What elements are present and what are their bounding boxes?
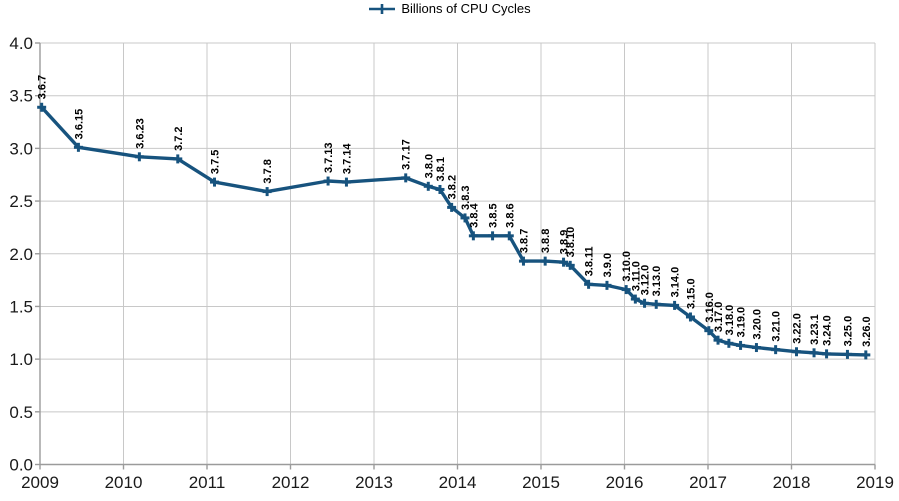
data-point-label: 3.9.0 xyxy=(602,253,614,277)
data-point-label: 3.8.4 xyxy=(468,202,480,227)
data-point-label: 3.16.0 xyxy=(704,292,716,323)
data-point-label: 3.8.0 xyxy=(423,154,435,178)
chart-legend: Billions of CPU Cycles xyxy=(0,2,899,16)
data-point-label: 3.6.15 xyxy=(73,109,85,140)
data-point-label: 3.25.0 xyxy=(842,316,854,347)
y-axis-tick-label: 1.5 xyxy=(9,297,33,316)
data-point-label: 3.20.0 xyxy=(751,309,763,340)
x-axis-tick-label: 2017 xyxy=(689,473,727,492)
data-point-label: 3.8.5 xyxy=(488,203,500,227)
x-axis-tick-label: 2018 xyxy=(773,473,811,492)
x-axis-tick-label: 2010 xyxy=(105,473,143,492)
legend-label: Billions of CPU Cycles xyxy=(401,1,531,16)
data-point-label: 3.23.1 xyxy=(809,314,821,345)
data-point-label: 3.17.0 xyxy=(713,302,725,333)
data-point-label: 3.8.3 xyxy=(460,185,472,209)
x-axis-tick-label: 2015 xyxy=(522,473,560,492)
x-axis-tick-label: 2012 xyxy=(272,473,310,492)
data-point-label: 3.21.0 xyxy=(771,311,783,342)
y-axis-tick-label: 0.0 xyxy=(9,456,33,475)
data-point-label: 3.7.14 xyxy=(341,143,353,174)
data-point-label: 3.7.13 xyxy=(323,142,335,173)
data-point-label: 3.8.7 xyxy=(518,229,530,253)
data-point-label: 3.15.0 xyxy=(685,278,697,309)
data-point-label: 3.8.8 xyxy=(540,229,552,253)
data-point-label: 3.8.9 xyxy=(559,230,571,254)
data-point-label: 3.11.0 xyxy=(630,261,642,291)
data-point-label: 3.26.0 xyxy=(861,316,873,347)
data-point-label: 3.12.0 xyxy=(640,265,652,296)
data-point-label: 3.8.1 xyxy=(435,157,447,181)
y-axis-tick-label: 4.0 xyxy=(9,34,33,53)
x-axis-tick-label: 2013 xyxy=(355,473,393,492)
legend-line-marker-icon xyxy=(369,4,396,14)
data-point-label: 3.7.5 xyxy=(210,150,222,174)
data-point-label: 3.19.0 xyxy=(736,307,748,338)
y-axis-tick-label: 2.0 xyxy=(9,245,33,264)
x-axis-tick-label: 2019 xyxy=(856,473,894,492)
x-axis-tick-label: 2011 xyxy=(189,473,226,492)
data-point-label: 3.8.6 xyxy=(504,203,516,227)
y-axis-tick-label: 1.0 xyxy=(9,350,33,369)
y-axis-tick-label: 0.5 xyxy=(9,403,33,422)
y-axis-tick-label: 3.0 xyxy=(9,139,33,158)
x-axis-tick-label: 2014 xyxy=(439,473,477,492)
x-axis-tick-label: 2009 xyxy=(21,473,59,492)
data-point-label: 3.8.10 xyxy=(565,227,577,258)
data-point-label: 3.22.0 xyxy=(792,313,804,344)
data-point-label: 3.7.8 xyxy=(262,159,274,183)
data-point-label: 3.6.23 xyxy=(134,118,146,149)
y-axis-tick-label: 2.5 xyxy=(9,192,33,211)
x-axis-tick-label: 2016 xyxy=(606,473,644,492)
data-point-label: 3.13.0 xyxy=(651,266,663,297)
data-point-label: 3.8.11 xyxy=(584,246,596,276)
data-point-label: 3.6.7 xyxy=(37,75,49,99)
data-point-label: 3.18.0 xyxy=(724,305,736,336)
data-point-label: 3.7.2 xyxy=(173,126,185,150)
y-axis-tick-label: 3.5 xyxy=(9,87,33,106)
data-point-label: 3.24.0 xyxy=(822,315,834,346)
data-point-label: 3.8.2 xyxy=(447,175,459,199)
data-point-label: 3.7.17 xyxy=(401,139,413,170)
data-point-label: 3.10.0 xyxy=(621,251,633,282)
data-point-label: 3.14.0 xyxy=(670,267,682,298)
